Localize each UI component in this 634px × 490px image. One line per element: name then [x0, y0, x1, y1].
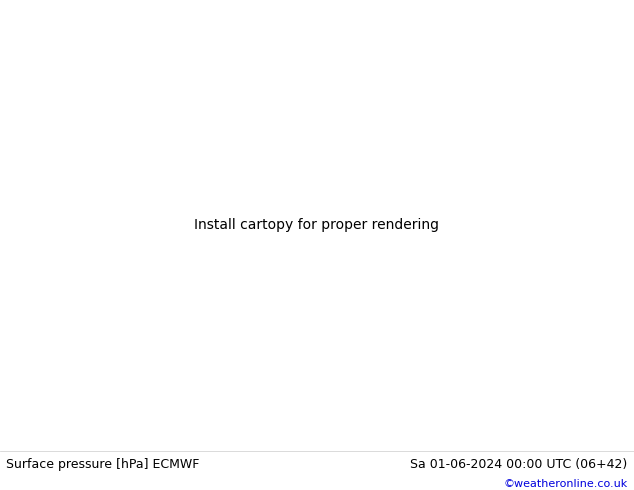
Text: Surface pressure [hPa] ECMWF: Surface pressure [hPa] ECMWF [6, 458, 200, 470]
Text: Install cartopy for proper rendering: Install cartopy for proper rendering [195, 218, 439, 232]
Text: Sa 01-06-2024 00:00 UTC (06+42): Sa 01-06-2024 00:00 UTC (06+42) [410, 458, 628, 470]
Text: ©weatheronline.co.uk: ©weatheronline.co.uk [503, 479, 628, 489]
